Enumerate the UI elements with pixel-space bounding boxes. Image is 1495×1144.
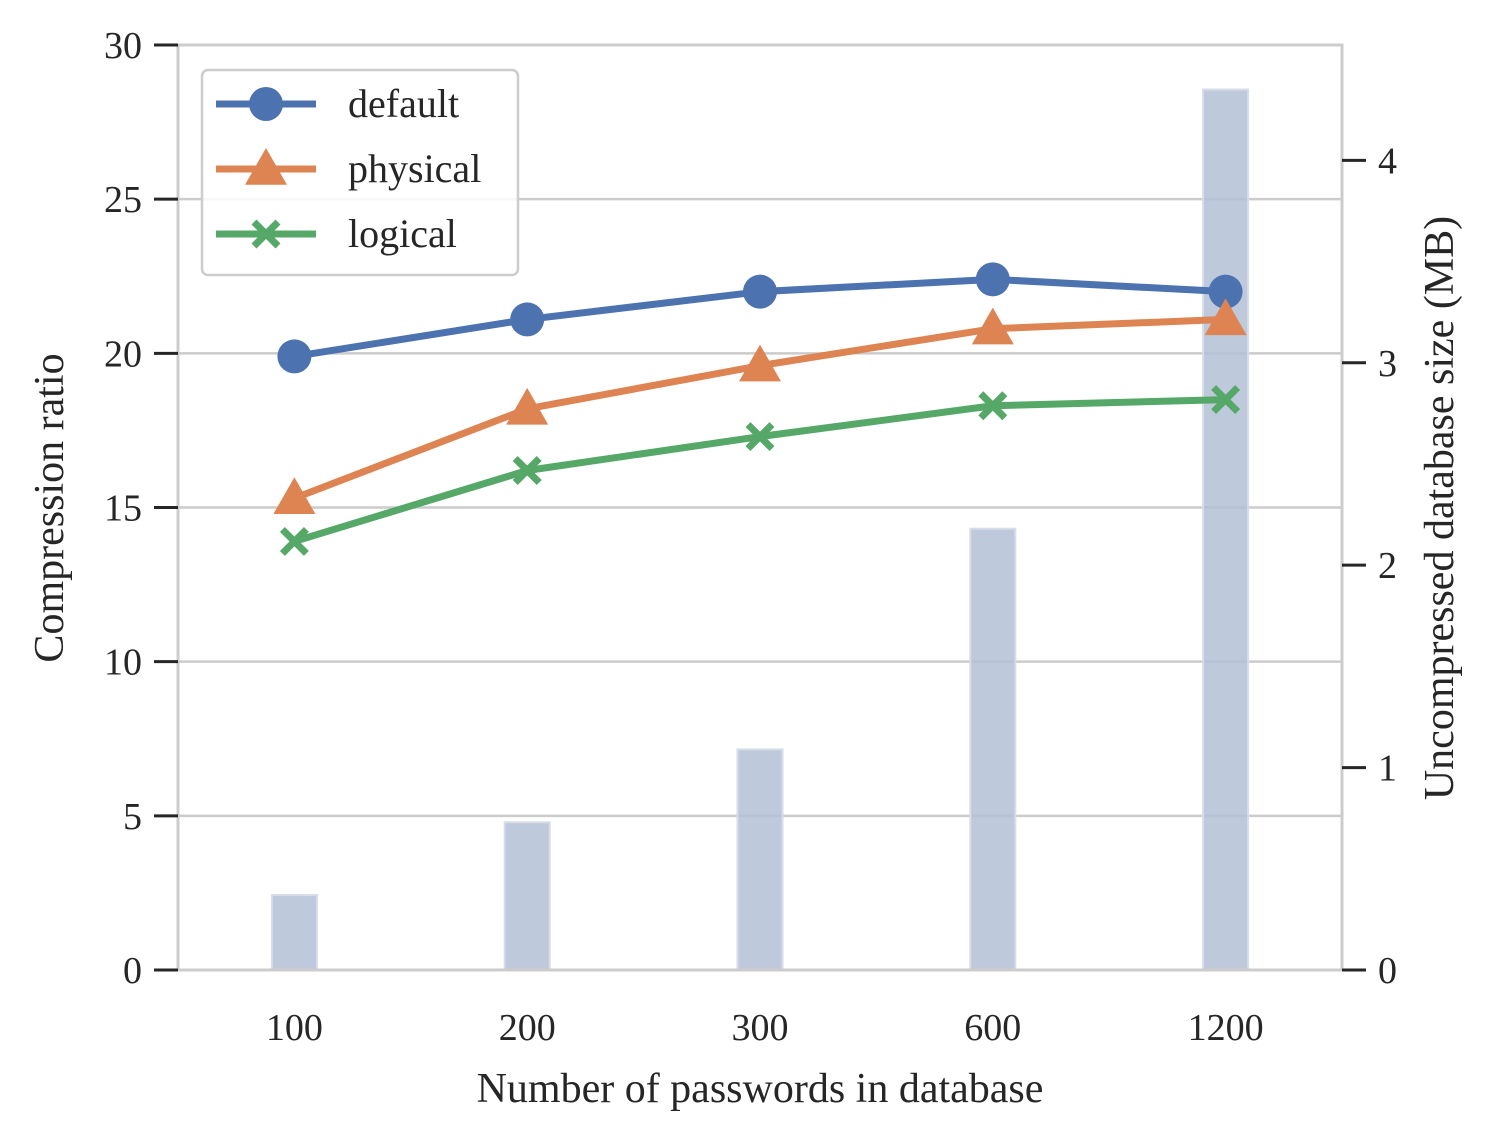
y-axis-label: Compression ratio — [27, 353, 73, 662]
size-bar — [270, 894, 318, 972]
x-tick-label: 200 — [499, 1007, 556, 1049]
legend-label: logical — [348, 211, 457, 256]
legend-marker — [245, 148, 287, 185]
series-physical — [273, 298, 1247, 514]
y-tick-label: 5 — [123, 796, 142, 838]
legend-box — [200, 68, 520, 277]
legend-marker — [249, 87, 283, 121]
series-point — [1208, 274, 1243, 309]
series-line — [293, 396, 1226, 545]
y-tick-label: 20 — [104, 333, 142, 375]
legend-label: default — [348, 81, 459, 126]
series-point — [745, 422, 775, 452]
legend-entry: logical — [216, 211, 457, 256]
series-logical — [279, 385, 1241, 556]
series-point — [510, 302, 545, 337]
series-point — [975, 262, 1010, 297]
y2-tick-label: 0 — [1378, 950, 1397, 992]
y2-tick-label: 2 — [1378, 545, 1397, 587]
y2-tick-label: 1 — [1378, 748, 1397, 790]
size-bar — [736, 748, 784, 971]
series-point — [512, 456, 542, 485]
series-point — [739, 344, 781, 382]
series-point — [506, 387, 549, 425]
series-point — [743, 274, 777, 309]
y-tick-label: 30 — [104, 25, 142, 67]
size-bar — [969, 527, 1017, 971]
size-bar — [503, 821, 551, 971]
y-tick-label: 0 — [123, 950, 142, 992]
series-point — [1204, 298, 1247, 336]
series-point — [1211, 385, 1241, 415]
x-tick-label: 300 — [732, 1007, 789, 1049]
x-tick-label: 600 — [964, 1007, 1021, 1049]
series-point — [279, 526, 309, 556]
legend: default physical logical — [200, 68, 520, 277]
legend-entry: default — [216, 81, 459, 126]
x-tick-label: 1200 — [1188, 1007, 1264, 1049]
legend-marker — [251, 219, 281, 249]
legend-label: physical — [348, 146, 481, 191]
series-point — [273, 477, 316, 514]
ratio-lines — [273, 262, 1247, 556]
y2-tick-label: 4 — [1378, 140, 1397, 182]
legend-entry: physical — [216, 146, 481, 191]
y-tick-label: 10 — [104, 642, 142, 684]
size-bar — [1202, 88, 1250, 971]
y-tick-label: 25 — [104, 179, 142, 221]
y2-tick-label: 3 — [1378, 343, 1397, 385]
y-tick-label: 15 — [104, 488, 142, 530]
x-axis-label: Number of passwords in database — [477, 1066, 1044, 1112]
y2-axis-label: Uncompressed database size (MB) — [1417, 216, 1463, 800]
series-point — [978, 391, 1008, 421]
series-default — [277, 262, 1243, 374]
x-tick-label: 100 — [266, 1007, 323, 1049]
series-point — [971, 307, 1014, 345]
series-point — [277, 339, 312, 374]
size-bars — [270, 88, 1250, 972]
